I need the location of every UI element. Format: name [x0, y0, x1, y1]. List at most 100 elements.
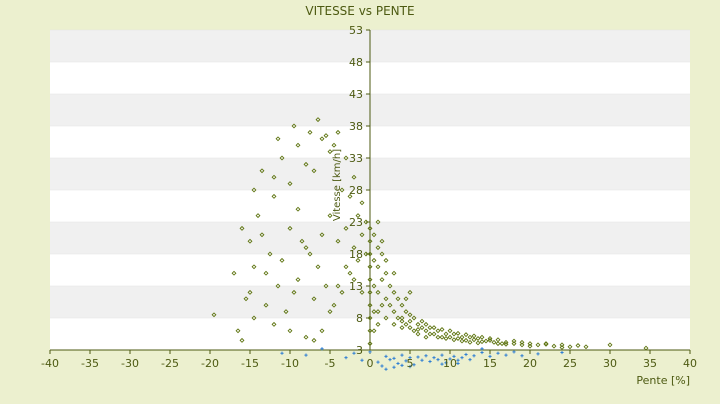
data-point: [299, 238, 305, 244]
data-point: [295, 142, 301, 148]
data-point: [311, 337, 317, 343]
x-tick-label: -15: [241, 357, 259, 370]
data-point: [527, 343, 533, 349]
data-point: [503, 341, 509, 347]
data-point: [259, 168, 265, 174]
data-point: [480, 347, 484, 351]
data-point: [416, 355, 420, 359]
data-point: [251, 315, 257, 321]
y-tick-label: 23: [349, 216, 363, 229]
data-point: [280, 351, 284, 355]
data-point: [491, 339, 497, 345]
data-point: [391, 270, 397, 276]
data-point: [375, 289, 381, 295]
data-point: [463, 332, 469, 338]
data-point: [239, 225, 245, 231]
data-point: [319, 232, 325, 238]
data-point: [460, 356, 464, 360]
data-point: [371, 309, 377, 315]
data-point: [459, 334, 465, 340]
x-tick-label: -20: [201, 357, 219, 370]
data-point: [367, 251, 373, 257]
data-point: [407, 318, 413, 324]
data-point: [396, 361, 400, 366]
data-point: [359, 289, 365, 295]
data-point: [323, 133, 329, 139]
data-point: [479, 334, 485, 340]
data-point: [355, 257, 361, 263]
data-point: [496, 351, 500, 355]
data-point: [471, 333, 477, 339]
data-point: [443, 331, 449, 337]
data-point: [444, 361, 448, 365]
data-point: [511, 338, 517, 344]
data-point: [375, 264, 381, 270]
data-point: [287, 328, 293, 334]
data-point: [379, 238, 385, 244]
data-point: [243, 296, 249, 302]
data-point: [415, 321, 421, 327]
y-tick-label: 28: [349, 184, 363, 197]
data-point: [495, 337, 501, 343]
data-point: [303, 334, 309, 340]
data-point: [339, 187, 345, 193]
data-point: [395, 315, 401, 321]
data-point: [335, 283, 341, 289]
data-point: [371, 257, 377, 263]
data-point: [379, 251, 385, 257]
data-point: [320, 347, 324, 351]
data-point: [251, 264, 257, 270]
series-main: [211, 117, 649, 351]
data-point: [363, 251, 369, 257]
data-point: [399, 315, 405, 321]
data-point: [512, 350, 516, 354]
data-point: [443, 336, 449, 341]
data-point: [384, 367, 388, 371]
data-point: [551, 343, 557, 349]
data-point: [335, 129, 341, 135]
data-point: [359, 200, 365, 206]
data-point: [375, 321, 381, 327]
data-point: [347, 193, 353, 199]
data-point: [383, 270, 389, 276]
data-point: [251, 187, 257, 193]
data-point: [536, 352, 540, 356]
data-point: [383, 296, 389, 302]
x-tick-label: 35: [643, 357, 657, 370]
x-tick-label: 5: [407, 357, 414, 370]
data-point: [436, 358, 440, 362]
data-point: [431, 325, 437, 331]
data-point: [428, 359, 432, 364]
data-point: [367, 277, 373, 283]
data-point: [455, 336, 461, 341]
data-point: [367, 238, 373, 244]
data-point: [331, 142, 337, 148]
data-point: [363, 219, 369, 225]
data-point: [519, 342, 525, 348]
data-point: [387, 283, 393, 289]
data-point: [239, 337, 245, 343]
data-point: [367, 315, 373, 321]
x-tick-label: -25: [161, 357, 179, 370]
data-point: [271, 321, 277, 327]
data-point: [307, 251, 313, 257]
data-point: [367, 264, 373, 270]
data-point: [404, 359, 408, 363]
data-point: [367, 302, 373, 308]
data-point: [311, 168, 317, 174]
data-point: [467, 334, 473, 340]
data-point: [371, 232, 377, 238]
data-point: [419, 325, 425, 331]
x-tick-label: 25: [563, 357, 577, 370]
data-point: [351, 245, 357, 251]
data-point: [452, 354, 456, 358]
data-point: [307, 129, 313, 135]
data-point: [355, 213, 361, 219]
data-point: [375, 309, 381, 315]
data-point: [435, 334, 441, 340]
data-point: [387, 302, 393, 308]
data-point: [408, 365, 412, 369]
data-point: [291, 123, 297, 129]
data-point: [304, 353, 308, 357]
